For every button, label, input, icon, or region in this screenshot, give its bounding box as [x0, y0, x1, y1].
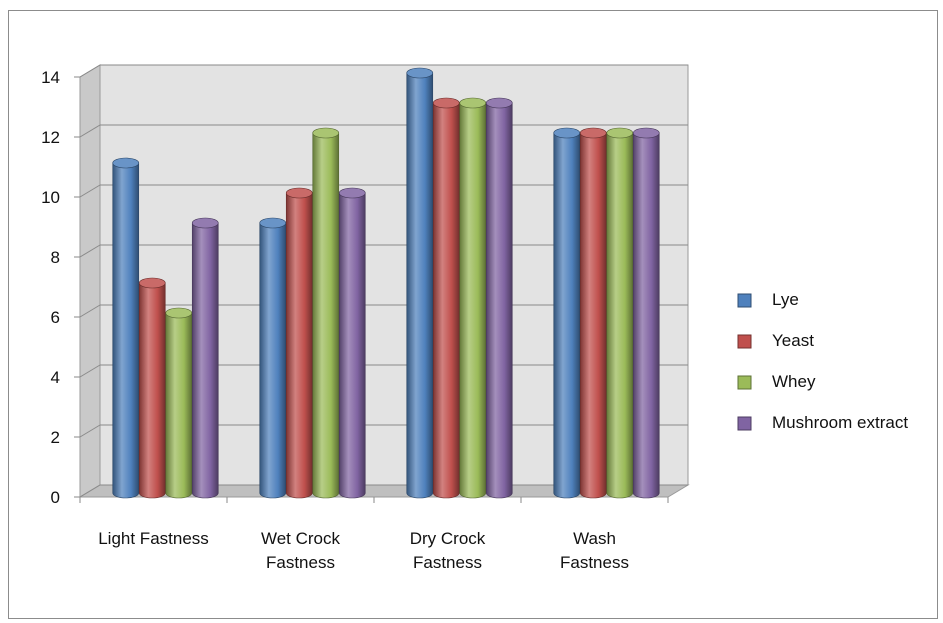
gridline-side — [79, 64, 101, 78]
gridline-side — [79, 244, 101, 258]
bar-whey — [606, 127, 634, 499]
x-category-label: Fastness — [560, 553, 629, 572]
bar-whey — [312, 127, 340, 499]
bar-mushroom-extract — [191, 217, 219, 499]
gridline-side — [79, 364, 101, 378]
y-tick-label: 12 — [41, 128, 60, 147]
legend-item: Yeast — [737, 331, 814, 350]
bar-lye — [553, 127, 581, 499]
x-category-label: Light Fastness — [98, 529, 209, 548]
bar-lye — [406, 67, 434, 499]
legend-swatch — [737, 334, 752, 349]
bar-mushroom-extract — [485, 97, 513, 499]
bar-yeast — [432, 97, 460, 499]
chart-walls — [78, 64, 690, 498]
x-category-label: Fastness — [413, 553, 482, 572]
gridline-side — [79, 184, 101, 198]
legend-swatch — [737, 416, 752, 431]
gridline-side — [79, 484, 101, 498]
legend-item: Whey — [737, 372, 816, 391]
bar-mushroom-extract — [632, 127, 660, 499]
y-tick-label: 2 — [51, 428, 60, 447]
gridline-side — [79, 304, 101, 318]
legend: Lye Yeast Whey Mushroom extract — [737, 290, 908, 432]
legend-label: Lye — [772, 290, 799, 309]
y-tick-label: 10 — [41, 188, 60, 207]
y-tick-label: 4 — [51, 368, 60, 387]
x-category-label: Fastness — [266, 553, 335, 572]
legend-label: Yeast — [772, 331, 814, 350]
bar-yeast — [138, 277, 166, 499]
y-axis-ticks: 0 2 4 6 8 10 12 14 — [41, 68, 60, 507]
x-axis-labels: Light Fastness Wet Crock Fastness Dry Crock… — [98, 529, 629, 572]
bar-whey — [459, 97, 487, 499]
bar-lye — [112, 157, 140, 499]
legend-item: Mushroom extract — [737, 413, 908, 432]
side-wall — [79, 64, 101, 498]
y-tick-label: 14 — [41, 68, 60, 87]
bar-whey — [165, 307, 193, 499]
gridline-side — [79, 124, 101, 138]
y-tick-label: 6 — [51, 308, 60, 327]
x-category-label: Wet Crock — [261, 529, 341, 548]
bars — [112, 67, 660, 499]
legend-item: Lye — [737, 290, 799, 309]
bar-mushroom-extract — [338, 187, 366, 499]
legend-label: Whey — [772, 372, 816, 391]
bar-lye — [259, 217, 287, 499]
bar-yeast — [285, 187, 313, 499]
x-category-label: Dry Crock — [410, 529, 486, 548]
legend-swatch — [737, 293, 752, 308]
y-tick-label: 8 — [51, 248, 60, 267]
bar-yeast — [579, 127, 607, 499]
x-category-label: Wash — [573, 529, 616, 548]
legend-swatch — [737, 375, 752, 390]
gridline-side — [79, 424, 101, 438]
legend-label: Mushroom extract — [772, 413, 908, 432]
y-tick-label: 0 — [51, 488, 60, 507]
